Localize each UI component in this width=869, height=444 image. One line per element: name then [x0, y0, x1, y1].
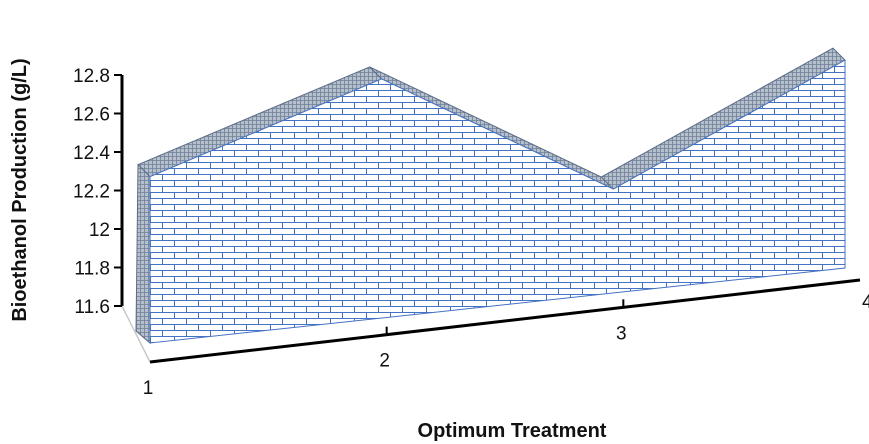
x-axis-title: Optimum Treatment [418, 420, 607, 442]
y-tick-label: 11.6 [74, 297, 110, 318]
y-tick-label: 12 [89, 220, 110, 241]
y-axis-title: Bioethanol Production (g/L) [9, 58, 31, 321]
y-tick-label: 12.6 [73, 105, 110, 126]
area-side-face [135, 163, 151, 345]
area-front-face [149, 59, 846, 344]
y-axis-ticks: 11.6 11.8 12 12.2 12.4 12.6 12.8 [73, 66, 122, 318]
y-tick-label: 11.8 [74, 259, 110, 280]
y-tick-label: 12.2 [73, 182, 110, 203]
y-tick-label: 12.8 [73, 66, 110, 87]
x-tick-label: 1 [143, 378, 154, 399]
x-tick-label: 4 [862, 292, 869, 313]
x-axis-line [149, 278, 861, 364]
x-tick-label: 3 [616, 323, 627, 344]
floor-edge [121, 305, 151, 363]
x-tick-label: 2 [379, 351, 390, 372]
x-axis-ticks: 1 2 3 4 [143, 292, 869, 399]
area-series [135, 47, 846, 345]
y-tick-label: 12.4 [73, 143, 110, 164]
